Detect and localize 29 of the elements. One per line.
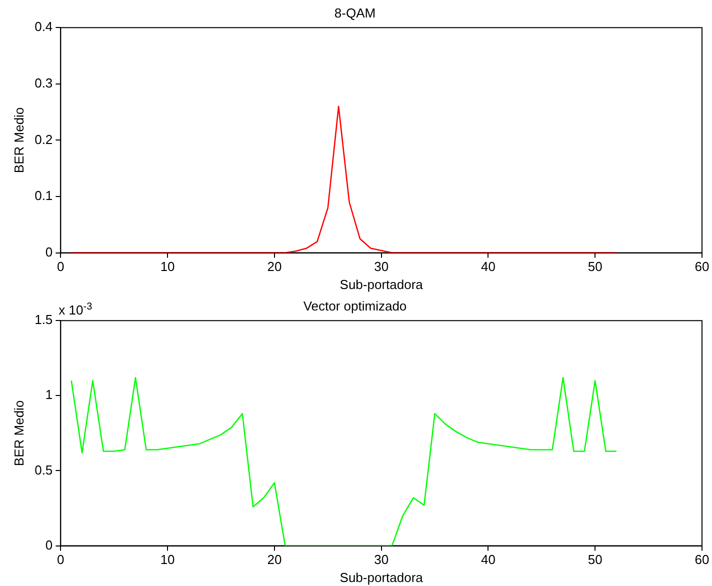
- y-tick-label: 0.4: [34, 19, 53, 34]
- y-tick-label: 1: [45, 387, 53, 402]
- y-tick-label: 0: [45, 537, 53, 552]
- x-tick-label: 10: [160, 259, 175, 274]
- x-tick-label: 40: [480, 259, 496, 274]
- x-tick-label: 50: [588, 259, 602, 274]
- x-tick-label: 20: [267, 259, 282, 274]
- x-tick-label: 60: [694, 259, 710, 274]
- x-tick-label: 30: [374, 552, 389, 568]
- y-tick-label: 0.2: [34, 132, 53, 147]
- y-tick-label: 0.1: [34, 188, 53, 204]
- y-axis-title: BER Medio: [11, 107, 26, 174]
- x-tick-label: 0: [57, 552, 64, 568]
- x-axis-title: Sub-portadora: [340, 570, 424, 585]
- x-tick-label: 40: [480, 552, 496, 568]
- x-tick-label: 60: [694, 552, 710, 568]
- chart-title: 8-QAM: [334, 5, 376, 20]
- x-axis-title: Sub-portadora: [340, 276, 424, 292]
- y-tick-label: 0.5: [34, 462, 53, 478]
- x-tick-label: 20: [267, 552, 282, 568]
- x-tick-label: 30: [374, 259, 389, 274]
- y-tick-label: 0: [45, 244, 53, 260]
- y-axis-title: BER Medio: [11, 400, 26, 466]
- x-tick-label: 10: [160, 552, 175, 568]
- x-tick-label: 50: [588, 552, 602, 568]
- chart-title: Vector optimizado: [303, 298, 407, 314]
- y-tick-label: 1.5: [34, 312, 53, 328]
- y-tick-label: 0.3: [34, 75, 53, 90]
- x-tick-label: 0: [57, 259, 64, 274]
